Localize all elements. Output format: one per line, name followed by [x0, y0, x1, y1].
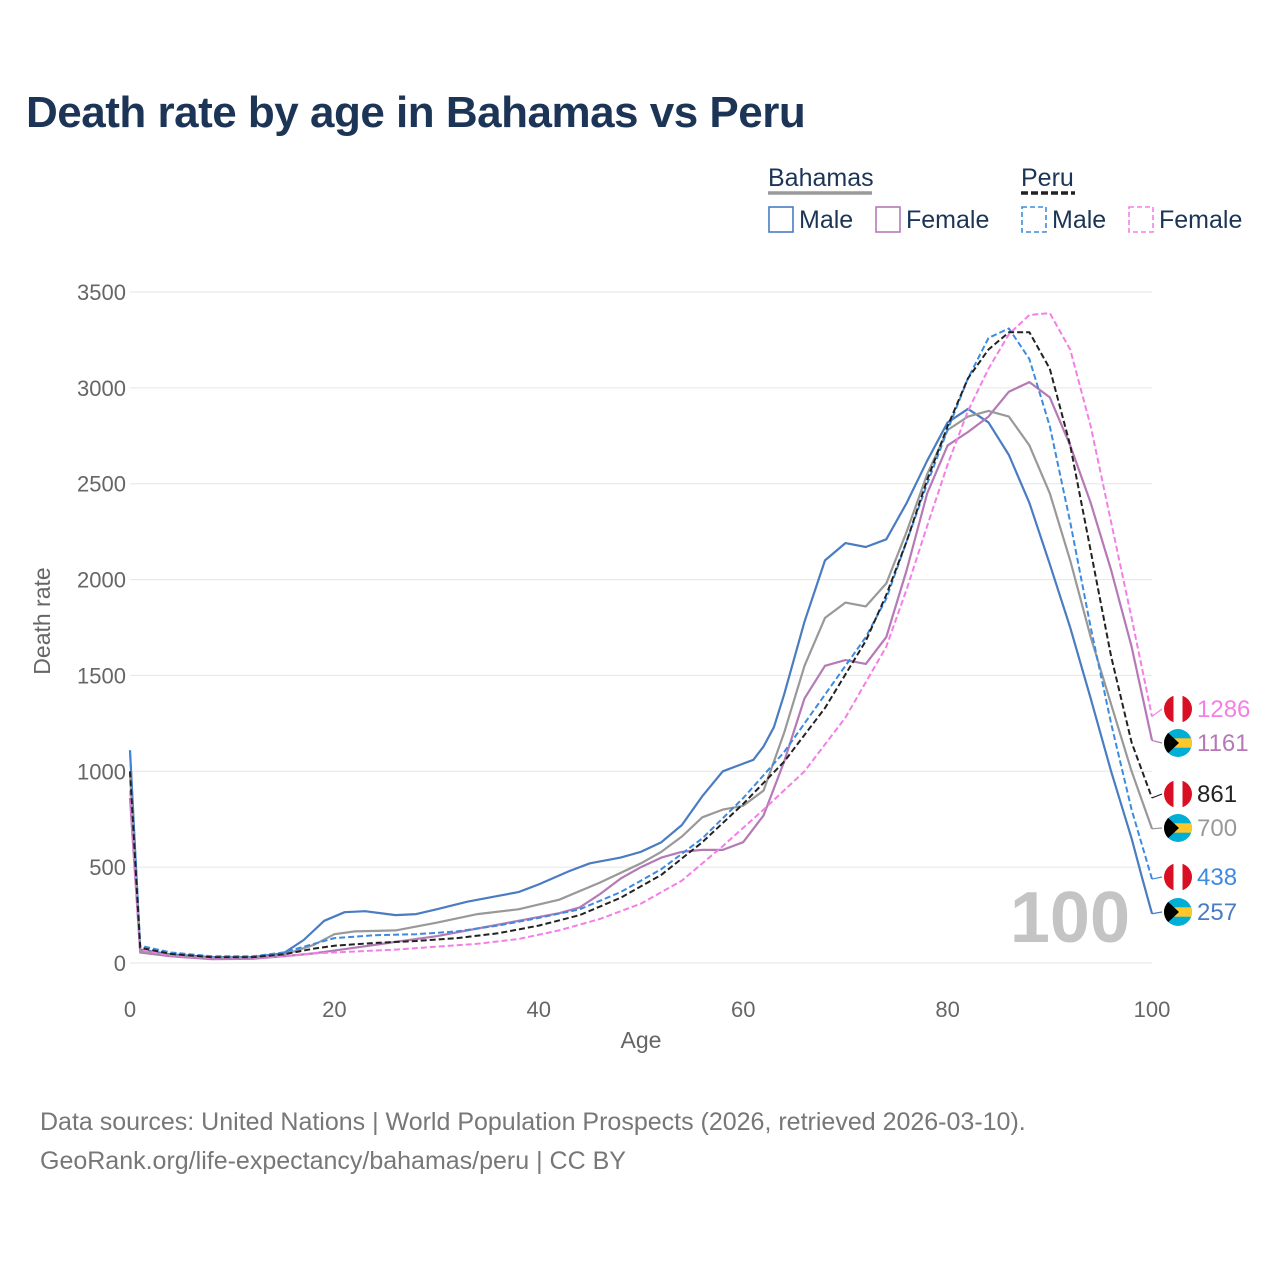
end-label-connector — [1151, 911, 1163, 915]
end-value-label: 861 — [1197, 781, 1237, 808]
series-line-bahamas-male — [128, 407, 1154, 959]
end-value-label: 700 — [1197, 815, 1237, 842]
y-tick-label: 0 — [114, 951, 126, 976]
end-label-connector — [1151, 708, 1163, 717]
end-label-connector — [1151, 876, 1163, 880]
legend-swatch-peru-male[interactable] — [1021, 206, 1047, 233]
series-lines — [128, 312, 1154, 961]
flag-red-band — [1164, 695, 1174, 723]
flag-red-band — [1164, 780, 1174, 808]
bahamas-flag-icon — [1164, 898, 1192, 926]
flag-body — [1164, 729, 1192, 757]
flag-red-band — [1164, 863, 1174, 891]
y-tick-label: 1500 — [77, 663, 126, 688]
x-tick-label: 100 — [1134, 997, 1171, 1022]
peru-flag-icon — [1164, 695, 1192, 723]
x-tick-label: 60 — [731, 997, 755, 1022]
y-tick-label: 2000 — [77, 568, 126, 593]
flag-red-band — [1182, 780, 1192, 808]
bahamas-flag-icon — [1164, 729, 1192, 757]
legend-label-peru-male[interactable]: Male — [1052, 206, 1106, 234]
chart-title: Death rate by age in Bahamas vs Peru — [26, 88, 806, 137]
legend-group-bahamas: Bahamas — [768, 164, 874, 192]
x-tick-label: 40 — [527, 997, 551, 1022]
end-value-label: 1161 — [1197, 730, 1249, 757]
flag-black-triangle — [1164, 814, 1179, 842]
flag-body — [1164, 780, 1192, 808]
series-line-peru-male — [129, 327, 1153, 958]
legend-swatch-bahamas-female[interactable] — [875, 206, 901, 233]
flag-black-triangle — [1164, 729, 1179, 757]
peru-flag-icon — [1164, 780, 1192, 808]
y-tick-label: 1000 — [77, 759, 126, 784]
legend-swatch-peru-female[interactable] — [1128, 206, 1154, 233]
y-axis-label: Death rate — [29, 567, 55, 674]
series-line-peru-combined — [129, 331, 1153, 959]
end-label-connector — [1151, 827, 1163, 830]
flag-body — [1164, 863, 1192, 891]
age-annotation: 100 — [1010, 878, 1130, 958]
legend-label-peru-female[interactable]: Female — [1159, 206, 1242, 234]
x-tick-label: 20 — [322, 997, 346, 1022]
flag-body — [1164, 898, 1192, 926]
end-labels: 257 1161 700 438 1286 861 — [1151, 695, 1250, 926]
legend-swatch-bahamas-male[interactable] — [768, 206, 794, 233]
flag-black-triangle — [1164, 898, 1179, 926]
end-label-connector — [1151, 739, 1163, 744]
x-axis-label: Age — [621, 1027, 662, 1053]
y-tick-label: 3000 — [77, 376, 126, 401]
end-value-label: 1286 — [1197, 696, 1250, 723]
end-value-label: 438 — [1197, 864, 1237, 891]
flag-red-band — [1182, 695, 1192, 723]
flag-red-band — [1182, 863, 1192, 891]
axes: 0 500 1000 1500 2000 2500 3000 3500 0 20 40 60 80 100… — [29, 280, 1170, 1053]
flag-body — [1164, 695, 1192, 723]
legend-label-bahamas-male[interactable]: Male — [799, 206, 853, 234]
series-line-bahamas-combined — [128, 409, 1154, 960]
x-tick-label: 0 — [124, 997, 136, 1022]
peru-flag-icon — [1164, 863, 1192, 891]
series-line-peru-female — [129, 312, 1153, 960]
legend-label-bahamas-female[interactable]: Female — [906, 206, 989, 234]
end-label-connector — [1151, 793, 1163, 799]
legend: Bahamas Male Female Peru Male Female — [768, 164, 1242, 234]
data-source-text: Data sources: United Nations | World Pop… — [40, 1108, 1026, 1136]
end-value-label: 257 — [1197, 899, 1237, 926]
series-line-bahamas-female — [128, 381, 1154, 961]
flag-body — [1164, 814, 1192, 842]
y-tick-label: 500 — [89, 855, 126, 880]
y-tick-label: 3500 — [77, 280, 126, 305]
legend-group-peru: Peru — [1021, 164, 1074, 192]
y-tick-label: 2500 — [77, 472, 126, 497]
source-url-text[interactable]: GeoRank.org/life-expectancy/bahamas/peru… — [40, 1147, 626, 1175]
bahamas-flag-icon — [1164, 814, 1192, 842]
x-tick-label: 80 — [935, 997, 959, 1022]
